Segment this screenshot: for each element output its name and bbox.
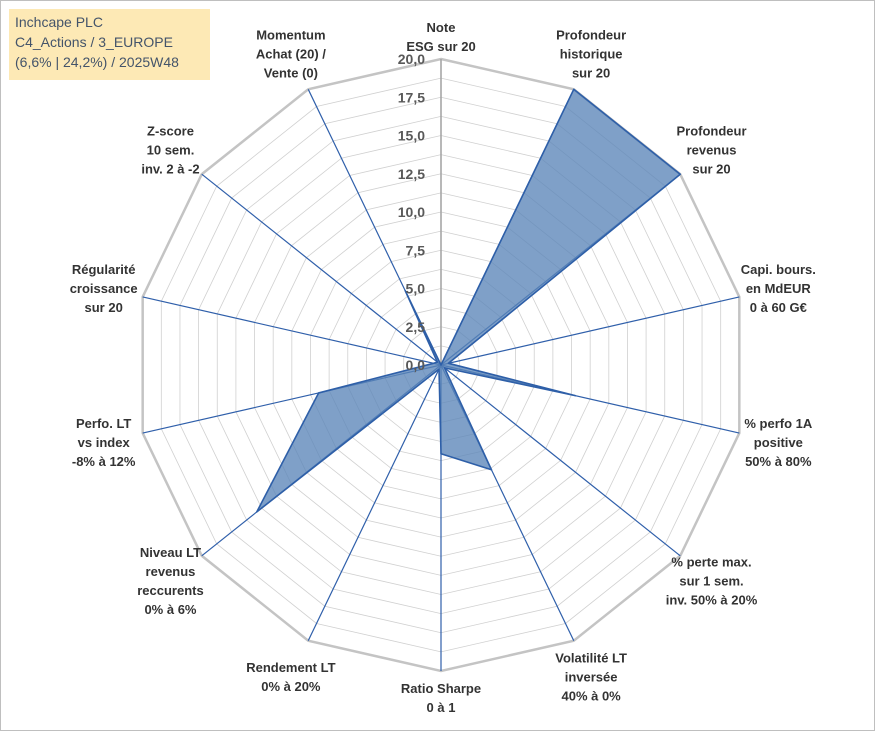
- radar-tick-labels: 0,0 2,5 5,0 7,5 10,0 12,5 15,0 17,5 20,0: [398, 51, 425, 373]
- axis-label: Perfo. LT vs index -8% à 12%: [72, 416, 136, 469]
- tick-label: 7,5: [406, 242, 426, 258]
- axis-label-line: Ratio Sharpe: [401, 681, 481, 696]
- axis-label: % perfo 1A positive 50% à 80%: [744, 416, 813, 469]
- axis-label-text: Ratio Sharpe 0 à 1: [401, 681, 481, 715]
- axis-label-text: Régularité croissance sur 20: [70, 262, 138, 315]
- axis-label-line: revenus: [146, 564, 196, 579]
- axis-label-line: 40% à 0%: [561, 689, 621, 704]
- axis-label-line: % perfo 1A: [744, 416, 813, 431]
- axis-line: [440, 364, 681, 557]
- axis-line: [440, 296, 740, 366]
- axis-label-line: 0% à 6%: [144, 602, 196, 617]
- axis-label-text: Volatilité LT inversée 40% à 0%: [555, 651, 627, 704]
- axis-label-text: Profondeur revenus sur 20: [676, 123, 746, 176]
- axis-label-line: Volatilité LT: [555, 651, 627, 666]
- axis-line: [307, 364, 442, 641]
- axis-label: Note ESG sur 20: [406, 20, 475, 54]
- axis-label-line: -8% à 12%: [72, 454, 136, 469]
- axis-label: Volatilité LT inversée 40% à 0%: [555, 651, 627, 704]
- axis-label: Profondeur revenus sur 20: [676, 123, 746, 176]
- axis-line: [142, 296, 442, 366]
- tick-label: 12,5: [398, 166, 425, 182]
- axis-label-line: Profondeur: [556, 27, 626, 42]
- axis-label-line: Profondeur: [676, 123, 746, 138]
- axis-label-line: sur 20: [85, 300, 123, 315]
- axis-label-line: sur 20: [572, 65, 610, 80]
- axis-label: Rendement LT 0% à 20%: [246, 660, 335, 694]
- axis-label: Momentum Achat (20) / Vente (0): [256, 27, 326, 80]
- axis-label-text: Profondeur historique sur 20: [556, 27, 626, 80]
- info-box: Inchcape PLC C4_Actions / 3_EUROPE (6,6%…: [9, 9, 210, 80]
- axis-label-text: Capi. bours. en MdEUR 0 à 60 G€: [741, 262, 816, 315]
- axis-label-line: en MdEUR: [746, 281, 812, 296]
- tick-label: 15,0: [398, 128, 425, 144]
- axis-label-line: inv. 2 à -2: [141, 161, 199, 176]
- axis-label-text: Niveau LT revenus reccurents 0% à 6%: [137, 545, 203, 617]
- axis-label-line: Vente (0): [264, 65, 318, 80]
- axis-label: Capi. bours. en MdEUR 0 à 60 G€: [741, 262, 816, 315]
- tick-label: 20,0: [398, 51, 425, 67]
- axis-label-line: 0 à 60 G€: [750, 300, 807, 315]
- axis-label-line: revenus: [687, 142, 737, 157]
- axis-label-line: 0 à 1: [427, 700, 456, 715]
- axis-label-text: % perte max. sur 1 sem. inv. 50% à 20%: [666, 555, 758, 608]
- axis-label-line: Note: [427, 20, 456, 35]
- axis-label-line: inversée: [565, 670, 618, 685]
- radar-axis-labels: Note ESG sur 20 Profondeur historique sur 20…: [70, 20, 816, 715]
- axis-label-line: vs index: [78, 435, 131, 450]
- tick-label: 2,5: [406, 319, 426, 335]
- axis-label-line: historique: [560, 46, 623, 61]
- axis-label-line: 10 sem.: [147, 142, 195, 157]
- info-company-name: Inchcape PLC: [15, 14, 103, 30]
- tick-label: 0,0: [406, 357, 426, 373]
- axis-line: [201, 173, 442, 366]
- axis-label-line: Régularité: [72, 262, 136, 277]
- axis-label-text: Note ESG sur 20: [406, 20, 475, 54]
- info-stats-week: (6,6% | 24,2%) / 2025W48: [15, 54, 179, 70]
- axis-label-line: reccurents: [137, 583, 203, 598]
- axis-label-line: Achat (20) /: [256, 46, 326, 61]
- axis-label-text: % perfo 1A positive 50% à 80%: [744, 416, 813, 469]
- axis-label-line: inv. 50% à 20%: [666, 593, 758, 608]
- info-portfolio: C4_Actions / 3_EUROPE: [15, 34, 173, 50]
- axis-label: Z-score 10 sem. inv. 2 à -2: [141, 123, 199, 176]
- tick-label: 10,0: [398, 204, 425, 220]
- axis-label-line: Perfo. LT: [76, 416, 131, 431]
- series-area: [255, 88, 682, 513]
- axis-label-line: sur 1 sem.: [679, 574, 743, 589]
- axis-label-line: positive: [754, 435, 803, 450]
- axis-label-line: sur 20: [692, 161, 730, 176]
- axis-label: Ratio Sharpe 0 à 1: [401, 681, 481, 715]
- axis-label-line: croissance: [70, 281, 138, 296]
- tick-label: 5,0: [406, 281, 426, 297]
- axis-label-text: Rendement LT 0% à 20%: [246, 660, 335, 694]
- axis-label: % perte max. sur 1 sem. inv. 50% à 20%: [666, 555, 758, 608]
- axis-label-text: Z-score 10 sem. inv. 2 à -2: [141, 123, 199, 176]
- axis-label-line: Capi. bours.: [741, 262, 816, 277]
- axis-label: Profondeur historique sur 20: [556, 27, 626, 80]
- axis-label: Régularité croissance sur 20: [70, 262, 138, 315]
- axis-label-line: Z-score: [147, 123, 194, 138]
- axis-label-line: 0% à 20%: [261, 679, 321, 694]
- radar-series: [255, 88, 682, 513]
- axis-label: Niveau LT revenus reccurents 0% à 6%: [137, 545, 203, 617]
- axis-label-text: Momentum Achat (20) / Vente (0): [256, 27, 326, 80]
- axis-label-line: Momentum: [256, 27, 325, 42]
- axis-label-line: 50% à 80%: [745, 454, 812, 469]
- axis-label-line: ESG sur 20: [406, 39, 475, 54]
- axis-label-text: Perfo. LT vs index -8% à 12%: [72, 416, 136, 469]
- axis-label-line: % perte max.: [671, 555, 751, 570]
- tick-label: 17,5: [398, 89, 425, 105]
- axis-label-line: Niveau LT: [140, 545, 201, 560]
- axis-label-line: Rendement LT: [246, 660, 335, 675]
